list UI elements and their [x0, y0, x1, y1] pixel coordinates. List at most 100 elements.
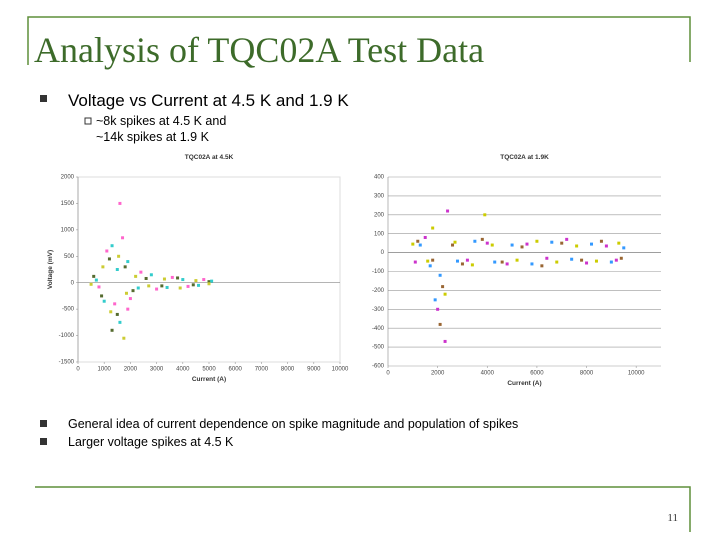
- point: [619, 256, 623, 260]
- bottom-frame: [35, 486, 691, 532]
- point: [100, 294, 104, 298]
- point: [411, 242, 415, 246]
- point: [147, 284, 151, 288]
- point: [622, 246, 626, 250]
- chart-title: TQC02A at 1.9K: [500, 154, 549, 161]
- x-tick-label: 4000: [481, 371, 495, 377]
- y-tick-label: -1500: [59, 360, 75, 366]
- point: [443, 292, 447, 296]
- point: [480, 237, 484, 241]
- point: [473, 239, 477, 243]
- point: [118, 201, 122, 205]
- point: [545, 256, 549, 260]
- y-tick-label: -100: [372, 269, 385, 275]
- point: [121, 236, 125, 240]
- y-tick-label: 300: [374, 193, 385, 199]
- x-axis-label: Current (A): [192, 376, 226, 383]
- bullet: Voltage vs Current at 4.5 K and 1.9 K: [68, 91, 349, 110]
- point: [441, 285, 445, 289]
- bullet: General idea of current dependence on sp…: [68, 417, 518, 431]
- point: [455, 259, 459, 263]
- point: [426, 259, 430, 263]
- x-tick-label: 10000: [628, 371, 645, 377]
- point: [162, 277, 166, 281]
- point: [460, 262, 464, 266]
- y-tick-label: -200: [372, 288, 385, 294]
- y-tick-label: 0: [71, 280, 75, 286]
- x-tick-label: 2000: [431, 371, 445, 377]
- point: [202, 278, 206, 282]
- y-tick-label: 2000: [61, 175, 75, 181]
- y-tick-label: 0: [381, 250, 385, 256]
- point: [105, 249, 109, 253]
- x-axis-label: Current (A): [507, 380, 541, 387]
- point: [134, 274, 138, 278]
- point: [617, 241, 621, 245]
- point: [160, 284, 164, 288]
- point: [176, 276, 180, 280]
- point: [181, 278, 185, 282]
- slide-title: Analysis of TQC02A Test Data: [34, 30, 484, 70]
- point: [207, 280, 211, 284]
- point: [451, 243, 455, 247]
- y-tick-label: 400: [374, 175, 385, 181]
- point: [416, 239, 420, 243]
- point: [128, 297, 132, 301]
- y-tick-label: -400: [372, 326, 385, 332]
- point: [530, 262, 534, 266]
- point: [510, 243, 514, 247]
- y-tick-label: 500: [64, 254, 75, 260]
- point: [438, 273, 442, 277]
- point: [555, 260, 559, 264]
- point: [446, 209, 450, 213]
- point: [604, 244, 608, 248]
- x-tick-label: 8000: [281, 367, 295, 373]
- point: [599, 239, 603, 243]
- y-tick-label: 200: [374, 212, 385, 218]
- frame: [27, 16, 691, 532]
- sub-bullet: ~8k spikes at 4.5 K and: [96, 114, 226, 128]
- point: [118, 320, 122, 324]
- point: [590, 242, 594, 246]
- y-tick-label: -500: [62, 307, 75, 313]
- x-tick-label: 6000: [530, 371, 544, 377]
- point: [580, 258, 584, 262]
- y-tick-label: 100: [374, 231, 385, 237]
- point: [170, 275, 174, 279]
- point: [431, 258, 435, 262]
- bullet-icon: [40, 438, 47, 445]
- point: [110, 244, 114, 248]
- point: [131, 289, 135, 293]
- point: [575, 244, 579, 248]
- point: [124, 291, 128, 295]
- point: [485, 241, 489, 245]
- point: [505, 262, 509, 266]
- point: [97, 285, 101, 289]
- point: [423, 235, 427, 239]
- point: [110, 328, 114, 332]
- point: [126, 307, 130, 311]
- point: [149, 273, 153, 277]
- point: [540, 264, 544, 268]
- point: [483, 213, 487, 217]
- point: [570, 257, 574, 261]
- sub-bullet-icon: [84, 117, 92, 125]
- point: [186, 284, 190, 288]
- x-tick-label: 4000: [176, 367, 190, 373]
- point: [109, 310, 113, 314]
- point: [144, 276, 148, 280]
- point: [413, 260, 417, 264]
- point: [535, 239, 539, 243]
- x-tick-label: 10000: [332, 367, 349, 373]
- point: [197, 283, 201, 287]
- point: [438, 322, 442, 326]
- point: [89, 282, 93, 286]
- y-tick-label: -1000: [59, 333, 75, 339]
- point: [165, 285, 169, 289]
- x-tick-label: 6000: [229, 367, 243, 373]
- point: [194, 279, 198, 283]
- x-tick-label: 0: [76, 367, 80, 373]
- top-frame: [27, 16, 691, 65]
- point: [207, 282, 211, 286]
